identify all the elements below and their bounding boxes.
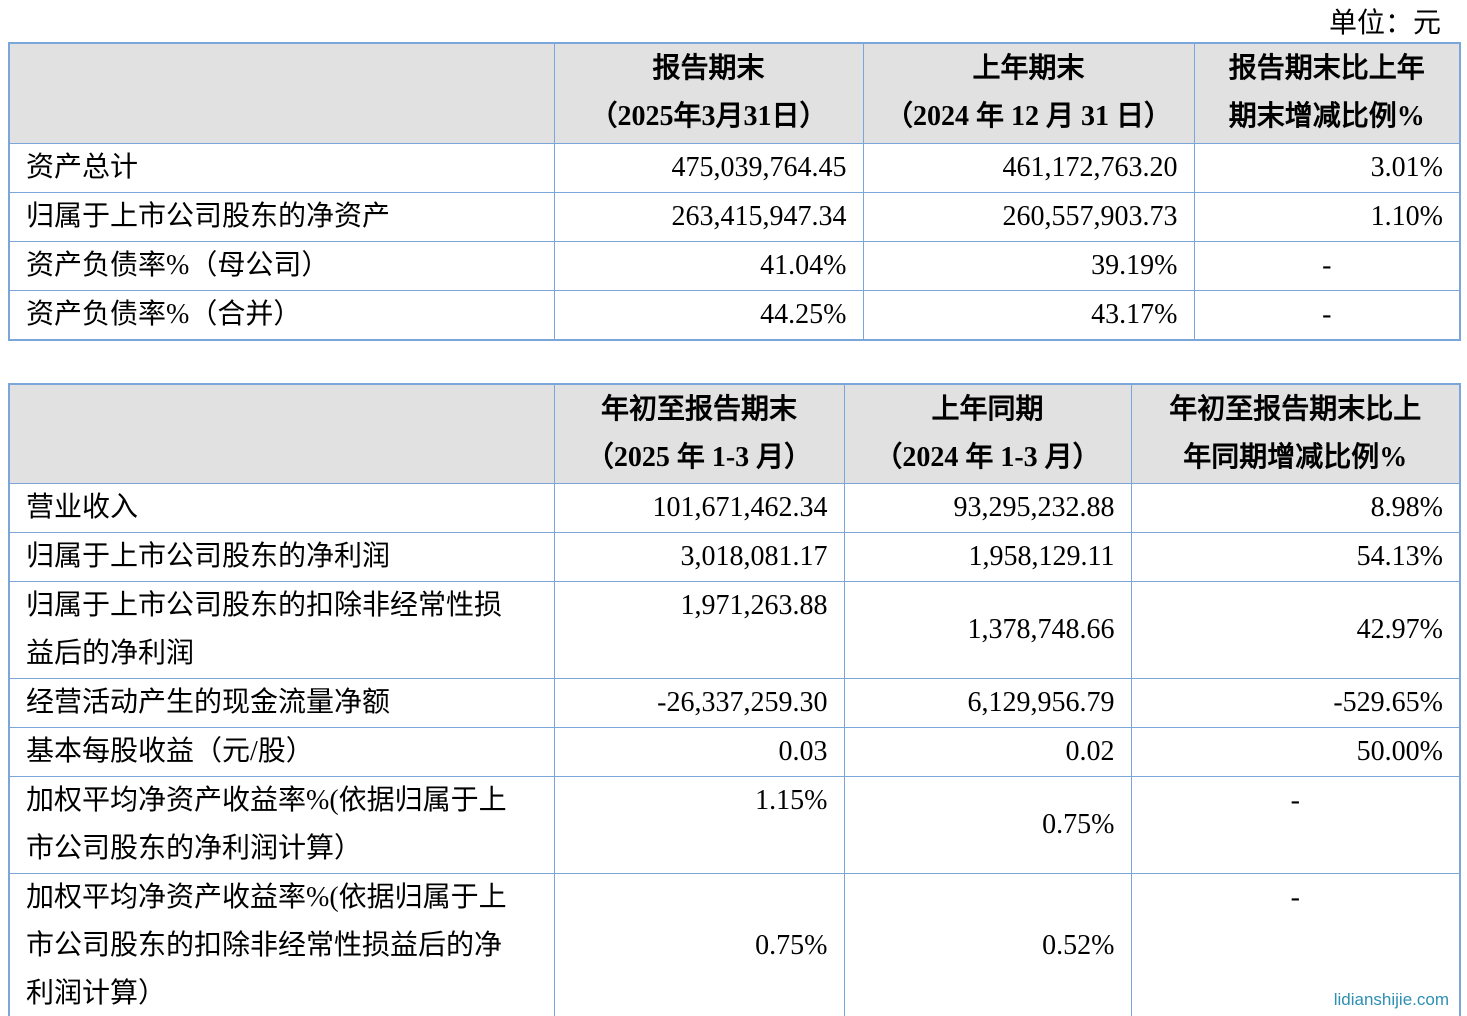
- current-value-cell: -26,337,259.30: [553, 678, 845, 728]
- table-row: 营业收入 101,671,462.34 93,295,232.88 8.98%: [8, 483, 1461, 533]
- header-current-period-date: （2025年3月31日）: [589, 101, 828, 133]
- row-label-cell: 归属于上市公司股东的净利润: [8, 532, 555, 582]
- unit-label: 单位：元: [1328, 8, 1441, 39]
- header-change-ratio-line1: 年初至报告期末比上: [1169, 393, 1422, 425]
- table-row: 资产总计 475,039,764.45 461,172,763.20 3.01%: [8, 142, 1461, 193]
- table-row: 基本每股收益（元/股） 0.03 0.02 50.00%: [8, 727, 1461, 777]
- current-value-cell: 1.15%: [553, 776, 845, 874]
- current-value-cell: 0.75%: [553, 873, 845, 1016]
- current-value-cell: 475,039,764.45: [553, 142, 864, 193]
- header-change-ratio-line2: 年同期增减比例%: [1183, 441, 1408, 473]
- change-value-cell: -: [1193, 289, 1461, 340]
- change-value-cell: - lidianshijie.com: [1130, 873, 1461, 1016]
- change-value-cell: 1.10%: [1193, 191, 1461, 242]
- header-previous-period: 上年期末 （2024 年 12 月 31 日）: [862, 42, 1195, 144]
- header-current-period: 年初至报告期末 （2025 年 1-3 月）: [553, 383, 845, 484]
- current-value-cell: 1,971,263.88: [553, 581, 845, 679]
- change-value-cell: 3.01%: [1193, 142, 1461, 193]
- row-label-cell: 加权平均净资产收益率%(依据归属于上市公司股东的净利润计算）: [8, 776, 555, 874]
- row-label-cell: 资产负债率%（母公司）: [8, 240, 555, 291]
- table-row: 加权平均净资产收益率%(依据归属于上市公司股东的净利润计算） 1.15% 0.7…: [8, 776, 1461, 874]
- watermark: lidianshijie.com: [1333, 990, 1449, 1009]
- header-previous-period-title: 上年期末: [972, 53, 1085, 85]
- change-value-cell: 50.00%: [1130, 727, 1461, 777]
- table-row: 归属于上市公司股东的净资产 263,415,947.34 260,557,903…: [8, 191, 1461, 242]
- table-row: 资产负债率%（母公司） 41.04% 39.19% -: [8, 240, 1461, 291]
- row-label-cell: 加权平均净资产收益率%(依据归属于上市公司股东的扣除非经常性损益后的净利润计算）: [8, 873, 555, 1016]
- row-label-cell: 归属于上市公司股东的扣除非经常性损益后的净利润: [8, 581, 555, 679]
- current-value-cell: 263,415,947.34: [553, 191, 864, 242]
- table-row: 归属于上市公司股东的扣除非经常性损益后的净利润 1,971,263.88 1,3…: [8, 581, 1461, 679]
- row-label-cell: 基本每股收益（元/股）: [8, 727, 555, 777]
- previous-value-cell: 0.02: [843, 727, 1132, 777]
- change-value-cell: -529.65%: [1130, 678, 1461, 728]
- row-label-cell: 资产负债率%（合并）: [8, 289, 555, 340]
- change-value-cell: 42.97%: [1130, 581, 1461, 679]
- previous-value-cell: 93,295,232.88: [843, 483, 1132, 533]
- header-change-ratio-line1: 报告期末比上年: [1228, 53, 1425, 85]
- previous-value-cell: 260,557,903.73: [862, 191, 1195, 242]
- previous-value-cell: 461,172,763.20: [862, 142, 1195, 193]
- change-value-cell: -: [1130, 776, 1461, 874]
- header-item-cell: [8, 42, 555, 144]
- change-dash: -: [1290, 882, 1300, 913]
- previous-value-cell: 1,378,748.66: [843, 581, 1132, 679]
- row-label-cell: 经营活动产生的现金流量净额: [8, 678, 555, 728]
- previous-value-cell: 43.17%: [862, 289, 1195, 340]
- header-current-period-date: （2025 年 1-3 月）: [585, 441, 813, 473]
- change-value-cell: 54.13%: [1130, 532, 1461, 582]
- current-value-cell: 44.25%: [553, 289, 864, 340]
- period-end-summary-table: 报告期末 （2025年3月31日） 上年期末 （2024 年 12 月 31 日…: [8, 42, 1461, 341]
- header-previous-period-title: 上年同期: [931, 393, 1044, 425]
- previous-value-cell: 1,958,129.11: [843, 532, 1132, 582]
- header-previous-period-date: （2024 年 12 月 31 日）: [884, 101, 1172, 133]
- header-change-ratio: 年初至报告期末比上 年同期增减比例%: [1130, 383, 1461, 484]
- table-row: 经营活动产生的现金流量净额 -26,337,259.30 6,129,956.7…: [8, 678, 1461, 728]
- header-change-ratio-line2: 期末增减比例%: [1228, 101, 1425, 133]
- header-previous-period: 上年同期 （2024 年 1-3 月）: [843, 383, 1132, 484]
- table-row: 加权平均净资产收益率%(依据归属于上市公司股东的扣除非经常性损益后的净利润计算）…: [8, 873, 1461, 1016]
- current-value-cell: 3,018,081.17: [553, 532, 845, 582]
- header-item-cell: [8, 383, 555, 484]
- previous-value-cell: 0.75%: [843, 776, 1132, 874]
- header-previous-period-date: （2024 年 1-3 月）: [874, 441, 1101, 473]
- previous-value-cell: 39.19%: [862, 240, 1195, 291]
- header-current-period-title: 报告期末: [652, 53, 765, 85]
- header-current-period-title: 年初至报告期末: [600, 393, 797, 425]
- header-current-period: 报告期末 （2025年3月31日）: [553, 42, 864, 144]
- row-label-cell: 营业收入: [8, 483, 555, 533]
- table-row: 归属于上市公司股东的净利润 3,018,081.17 1,958,129.11 …: [8, 532, 1461, 582]
- current-value-cell: 41.04%: [553, 240, 864, 291]
- previous-value-cell: 0.52%: [843, 873, 1132, 1016]
- current-value-cell: 0.03: [553, 727, 845, 777]
- change-value-cell: 8.98%: [1130, 483, 1461, 533]
- table-header-row: 年初至报告期末 （2025 年 1-3 月） 上年同期 （2024 年 1-3 …: [8, 383, 1461, 484]
- table-header-row: 报告期末 （2025年3月31日） 上年期末 （2024 年 12 月 31 日…: [8, 42, 1461, 144]
- current-value-cell: 101,671,462.34: [553, 483, 845, 533]
- row-label-cell: 归属于上市公司股东的净资产: [8, 191, 555, 242]
- previous-value-cell: 6,129,956.79: [843, 678, 1132, 728]
- table-row: 资产负债率%（合并） 44.25% 43.17% -: [8, 289, 1461, 340]
- row-label-cell: 资产总计: [8, 142, 555, 193]
- change-value-cell: -: [1193, 240, 1461, 291]
- year-to-date-summary-table: 年初至报告期末 （2025 年 1-3 月） 上年同期 （2024 年 1-3 …: [8, 382, 1461, 1016]
- header-change-ratio: 报告期末比上年 期末增减比例%: [1193, 42, 1461, 144]
